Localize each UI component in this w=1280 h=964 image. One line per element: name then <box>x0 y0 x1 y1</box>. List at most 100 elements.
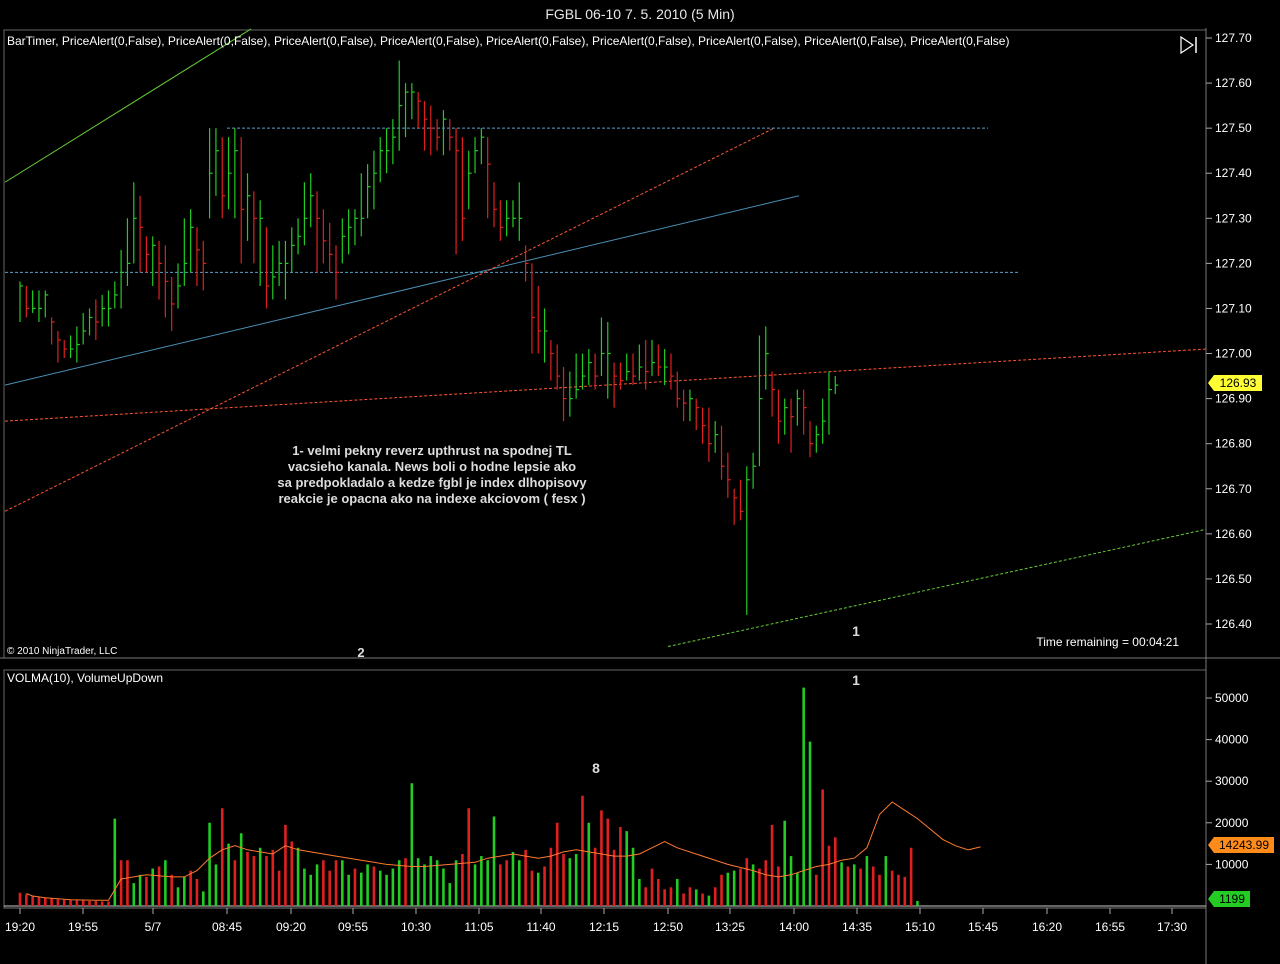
price-bar <box>164 245 169 318</box>
price-bar <box>367 164 371 219</box>
price-bar <box>202 240 207 291</box>
price-indicators-label: BarTimer, PriceAlert(0,False), PriceAler… <box>7 34 1009 48</box>
volume-tick-label: 50000 <box>1215 691 1249 705</box>
price-tick-label: 126.50 <box>1215 572 1252 586</box>
price-bar <box>373 150 377 210</box>
volume-tick-label: 40000 <box>1215 733 1249 747</box>
price-tick-label: 127.40 <box>1215 166 1252 180</box>
price-bar <box>171 276 175 331</box>
last-price-value: 126.93 <box>1220 376 1257 390</box>
price-tick-label: 126.60 <box>1215 527 1252 541</box>
price-bar <box>430 105 434 156</box>
price-bar <box>664 349 668 386</box>
marker-8-volume: 8 <box>592 760 600 776</box>
price-bar <box>57 331 61 363</box>
price-bar <box>38 290 42 322</box>
price-bar <box>626 353 630 381</box>
price-axis: 127.70 127.60 127.50 127.40 127.30 127.20 127.… <box>1206 31 1252 631</box>
time-axis: 19:20 19:55 5/7 08:45 09:20 09:55 10:30 11:05 11… <box>4 907 1206 934</box>
price-bar <box>771 371 776 417</box>
price-bar <box>809 421 813 458</box>
price-bar <box>784 398 788 435</box>
vma-line <box>26 801 981 901</box>
price-bar <box>493 182 497 228</box>
time-tick-label: 13:25 <box>715 920 745 934</box>
price-bar <box>291 227 295 273</box>
volume-bars <box>18 687 919 906</box>
price-bar <box>348 209 352 255</box>
price-bar <box>284 240 289 300</box>
price-bar <box>240 137 245 264</box>
price-bar <box>758 335 763 467</box>
price-bar <box>468 150 472 210</box>
price-bar <box>695 398 700 431</box>
price-bar <box>777 389 782 444</box>
price-bar <box>613 362 618 408</box>
price-bar <box>335 245 339 300</box>
price-bar <box>63 340 68 359</box>
price-bar <box>120 249 125 309</box>
price-bar <box>379 137 384 183</box>
price-bar <box>183 218 188 286</box>
trend-line <box>4 28 252 183</box>
price-bar <box>600 317 605 377</box>
time-tick-label: 15:45 <box>968 920 998 934</box>
volume-tick-label: 20000 <box>1215 816 1249 830</box>
price-bar <box>720 425 725 480</box>
price-bar <box>190 209 194 273</box>
time-tick-label: 14:00 <box>779 920 809 934</box>
time-tick-label: 19:55 <box>68 920 98 934</box>
vma-value: 14243.99 <box>1219 838 1269 852</box>
price-bar <box>114 281 118 309</box>
price-bar <box>727 452 731 498</box>
price-bar <box>95 299 99 341</box>
price-tick-label: 127.30 <box>1215 211 1252 225</box>
price-bar <box>50 317 55 345</box>
price-bar <box>398 60 403 151</box>
price-bar <box>588 349 592 386</box>
marker-2-price: 2 <box>357 645 364 660</box>
price-panel-frame <box>3 29 1207 659</box>
price-bar <box>354 209 358 246</box>
price-bar <box>88 308 93 336</box>
volume-tick-label: 30000 <box>1215 774 1249 788</box>
price-bar <box>25 285 30 318</box>
price-bar <box>158 240 163 300</box>
price-bar <box>790 398 795 453</box>
annotation-line-4: reakcie je opacna ako na indexe akciovom… <box>278 491 585 506</box>
last-price-badge: 126.93 <box>1208 375 1262 391</box>
price-bar <box>417 92 422 129</box>
price-bar <box>76 326 80 363</box>
price-bar <box>815 425 820 453</box>
price-bar <box>449 119 453 151</box>
price-bar <box>259 200 264 286</box>
time-tick-label: 17:30 <box>1157 920 1187 934</box>
price-bar <box>733 488 738 525</box>
price-bar <box>411 83 415 120</box>
price-bar <box>796 389 801 426</box>
price-bar <box>253 191 257 264</box>
price-tick-label: 127.60 <box>1215 76 1252 90</box>
price-tick-label: 127.20 <box>1215 256 1252 270</box>
play-forward-icon[interactable] <box>1178 34 1200 56</box>
annotation-line-1: 1- velmi pekny reverz upthrust na spodne… <box>292 443 572 458</box>
price-tick-label: 126.70 <box>1215 482 1252 496</box>
price-tick-label: 127.00 <box>1215 347 1252 361</box>
price-bar <box>828 371 832 435</box>
volume-tick-label: 10000 <box>1215 857 1249 871</box>
price-bar <box>126 218 131 286</box>
price-bar <box>487 137 491 219</box>
last-volume-value: 1199 <box>1219 892 1245 906</box>
price-bar <box>803 389 807 435</box>
price-bar <box>209 128 213 219</box>
price-bar <box>524 245 529 282</box>
price-bar <box>556 344 561 390</box>
price-bar <box>670 353 674 390</box>
price-bar <box>575 353 580 399</box>
price-bar <box>531 263 535 354</box>
price-bar <box>581 353 586 390</box>
price-bar <box>322 209 327 264</box>
price-bar <box>645 340 649 390</box>
price-bar <box>657 344 662 377</box>
trend-line <box>4 195 800 386</box>
